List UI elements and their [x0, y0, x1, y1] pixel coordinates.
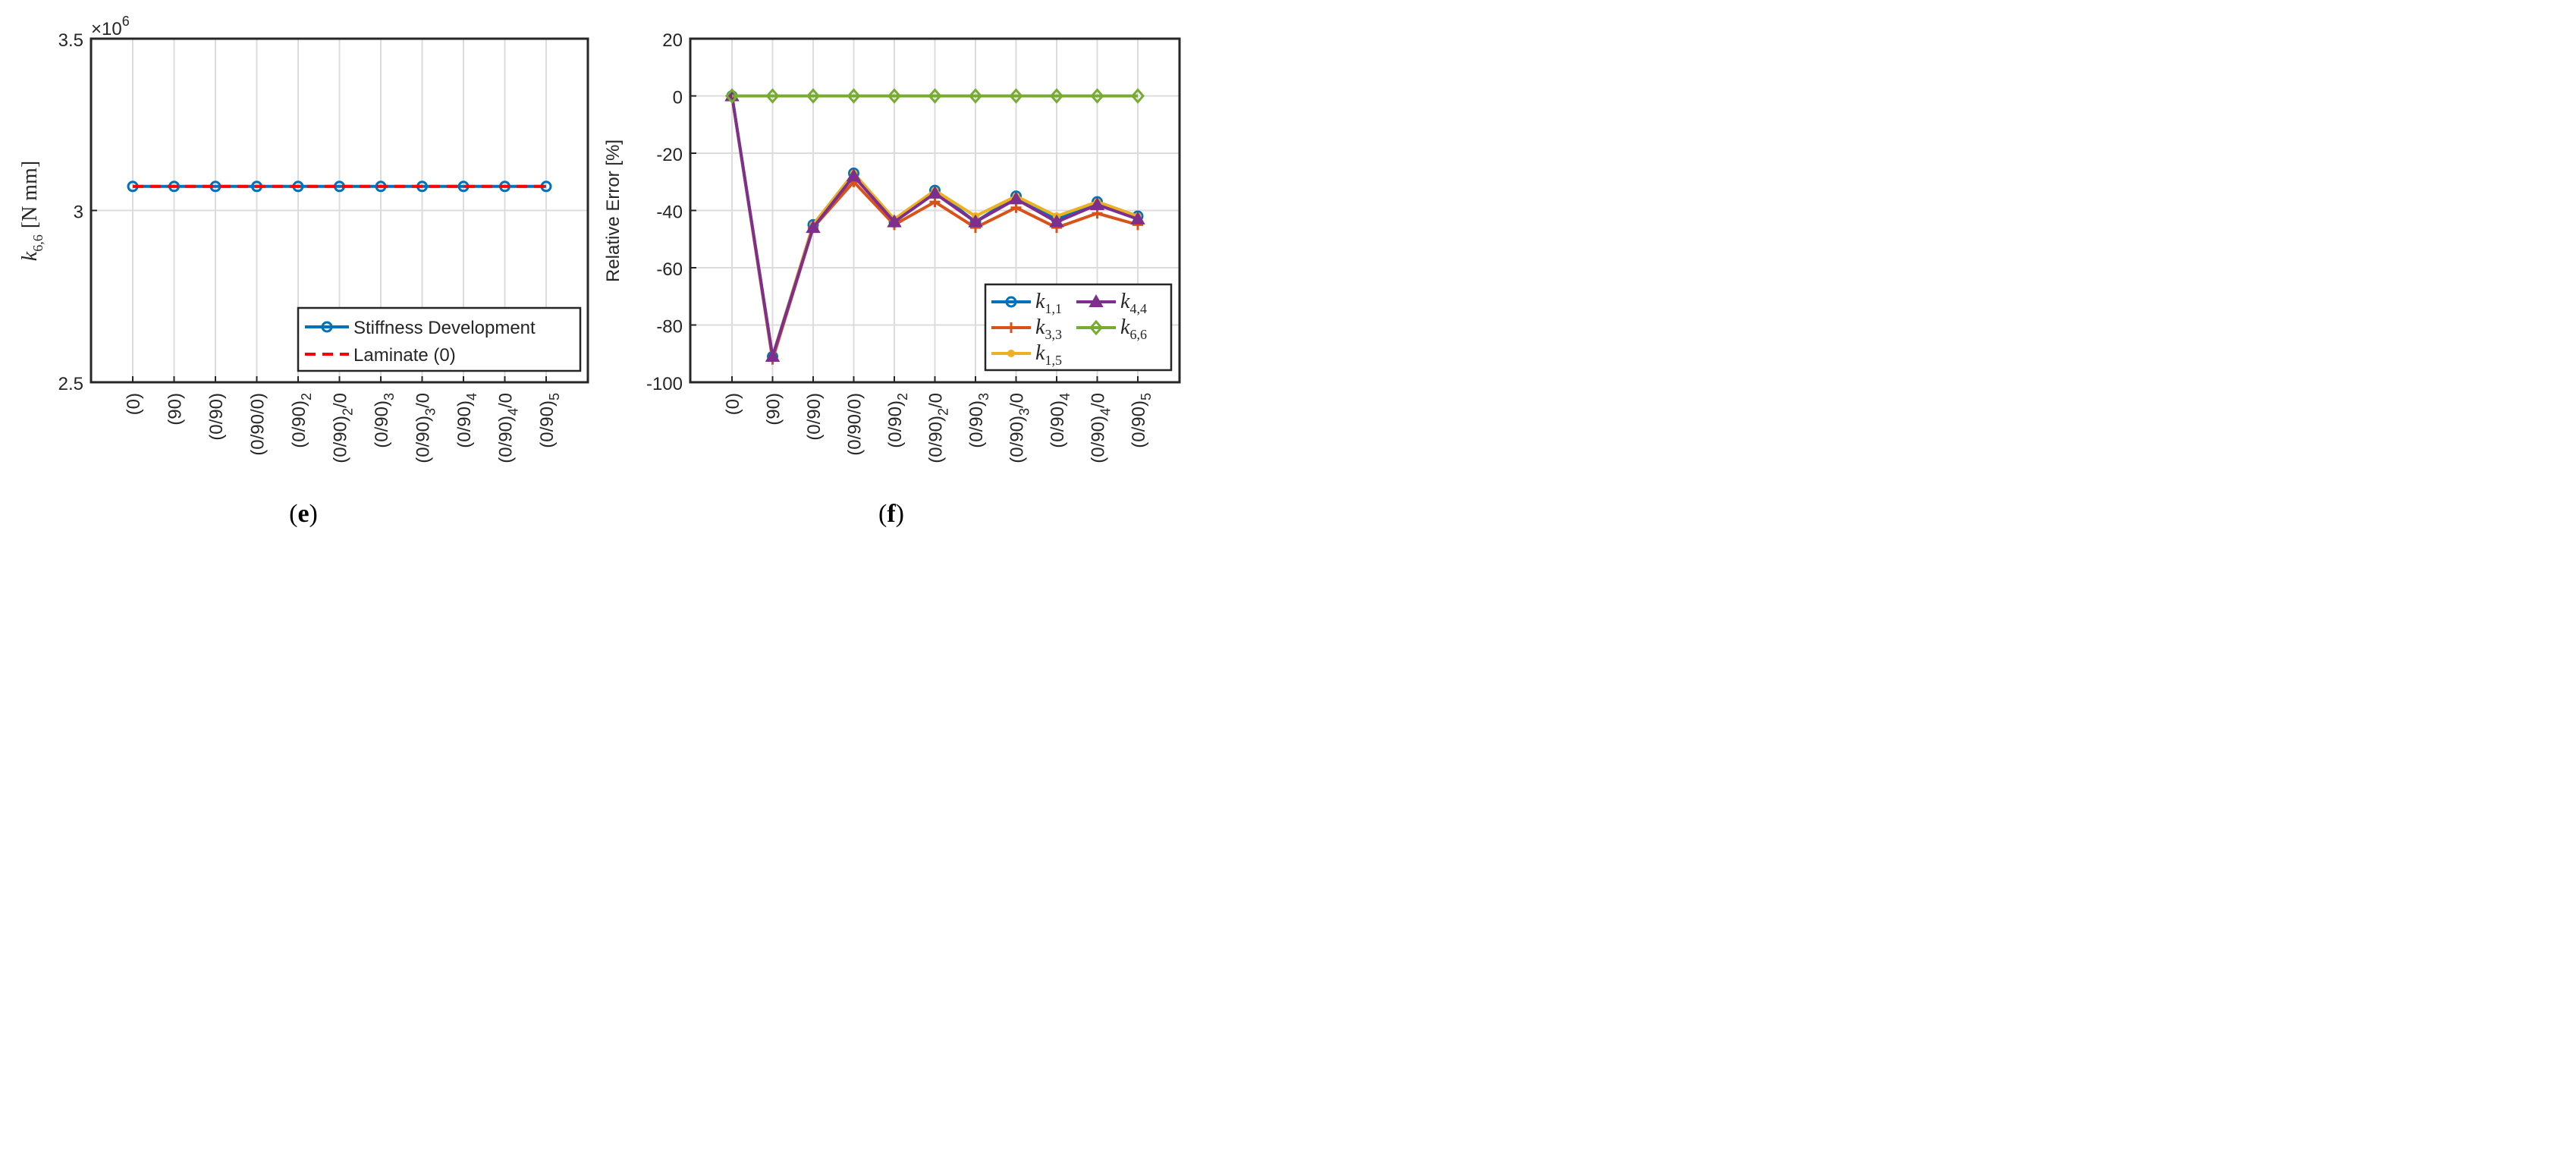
legend-label-k-4-4: k4,4	[1120, 290, 1147, 316]
legend-label-k-1-1: k1,1	[1035, 290, 1062, 316]
data-point-marker	[887, 88, 901, 104]
y-tick-label: -60	[656, 259, 683, 280]
data-point-marker	[968, 214, 983, 228]
x-tick-label: (0/90)2	[885, 393, 910, 448]
y-tick-label: 20	[662, 30, 683, 51]
data-point-marker	[765, 88, 780, 104]
data-point-marker	[806, 88, 820, 104]
legend-marker-k-1-5	[1007, 350, 1015, 357]
data-point-marker	[1049, 214, 1064, 228]
data-point-marker	[1050, 88, 1063, 104]
x-tick-label: (0/90/0)	[248, 393, 269, 456]
data-point-marker	[1009, 88, 1023, 104]
legend-label-k-6-6: k6,6	[1120, 316, 1147, 342]
legend-marker-k-3-3	[1006, 322, 1016, 333]
x-tick-label: (0/90)2	[289, 393, 314, 448]
y-tick-label: -100	[646, 374, 683, 394]
data-point-marker	[927, 185, 943, 199]
y-tick-label: 2.5	[58, 374, 83, 394]
y-tick-label: -40	[656, 203, 683, 223]
x-tick-label: (90)	[165, 393, 186, 425]
legend-label-laminate: Laminate (0)	[353, 345, 456, 366]
legend-marker-k-4-4	[1089, 294, 1104, 307]
panel-e-legend: Stiffness Development Laminate (0)	[297, 306, 582, 372]
data-point-marker	[1089, 196, 1105, 210]
panel-e-y-axis-label: k6,6[N mm]	[18, 161, 46, 261]
panel-e-caption: (e)	[289, 500, 318, 528]
x-tick-label: (0/90)4	[1048, 393, 1073, 448]
panel-f-legend: k1,1k3,3k1,5 k4,4k6,6	[984, 283, 1173, 372]
x-tick-label: (0/90)	[206, 393, 227, 441]
panel-e-y-exponent: ×106	[91, 14, 130, 39]
y-tick-label: 3.5	[58, 30, 83, 51]
panel-f-axes-box	[689, 37, 1181, 384]
x-tick-label: (0)	[124, 393, 144, 415]
figure: 2.5 3 3.5 (0) (90) (0/90) (0/90/0) (0/90)2 (0/9…	[18, 14, 1181, 528]
data-point-marker	[887, 214, 902, 228]
data-point-marker	[846, 168, 862, 182]
panel-f-caption: (f)	[878, 500, 904, 528]
data-point-marker	[1131, 88, 1145, 104]
x-tick-label: (0/90)3	[372, 393, 397, 448]
x-tick-label: (0)	[723, 393, 743, 415]
x-tick-label: (0/90)5	[1129, 393, 1154, 448]
data-point-marker	[1130, 211, 1145, 224]
data-point-marker	[765, 349, 781, 363]
y-tick-label: -20	[656, 145, 683, 165]
x-tick-label: (0/90)3	[966, 393, 991, 448]
x-tick-label: (0/90)4/0	[1089, 393, 1114, 463]
x-tick-label: (90)	[764, 393, 784, 425]
x-tick-label: (0/90)5	[537, 393, 562, 448]
x-tick-label: (0/90/0)	[845, 393, 865, 456]
y-tick-label: 3	[74, 203, 83, 223]
panel-e-chart: 2.5 3 3.5 (0) (90) (0/90) (0/90/0) (0/90)2 (0/9…	[18, 14, 589, 528]
panel-f-y-axis-label: Relative Error [%]	[603, 140, 624, 282]
legend-marker-k-6-6	[1089, 319, 1103, 336]
data-point-marker	[1090, 88, 1104, 104]
y-tick-label: -80	[656, 317, 683, 338]
x-tick-label: (0/90)3/0	[413, 393, 438, 463]
legend-marker-k-1-1	[1005, 296, 1017, 308]
x-tick-label: (0/90)2/0	[331, 393, 356, 463]
x-tick-label: (0/90)4/0	[496, 393, 521, 463]
legend-label-k-3-3: k3,3	[1035, 316, 1062, 342]
y-tick-label: 0	[673, 88, 683, 108]
legend-marker-stiffness-development	[321, 321, 333, 333]
data-point-marker	[725, 88, 739, 104]
legend-label-k-1-5: k1,5	[1035, 341, 1062, 368]
x-tick-label: (0/90)3/0	[1007, 393, 1032, 463]
x-tick-label: (0/90)4	[454, 393, 479, 448]
x-tick-label: (0/90)	[804, 393, 825, 441]
x-tick-label: (0/90)2/0	[926, 393, 951, 463]
panel-f-chart: -100 -80 -60 -40 -20 0 20 (0) (90) (0/90) (0/90/0…	[603, 30, 1181, 528]
data-point-marker	[928, 88, 942, 104]
data-point-marker	[1008, 191, 1024, 205]
legend-label-stiffness-development: Stiffness Development	[353, 318, 536, 338]
data-point-marker	[847, 88, 861, 104]
panel-e-axes-box	[90, 37, 589, 384]
data-point-marker	[969, 88, 982, 104]
data-point-marker	[806, 220, 821, 234]
